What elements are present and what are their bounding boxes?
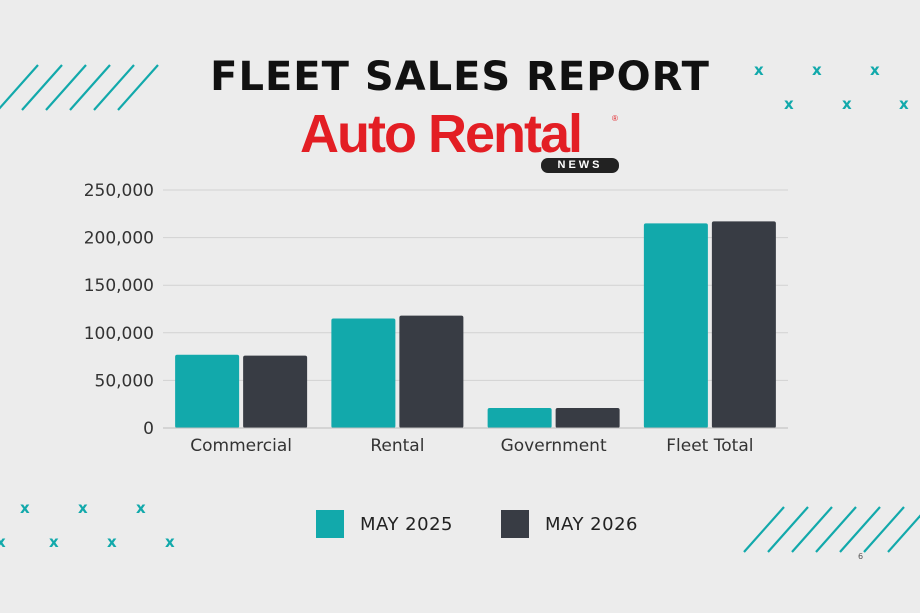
x-mark-decoration: x bbox=[0, 533, 6, 551]
legend-swatch bbox=[501, 510, 529, 538]
legend-swatch bbox=[316, 510, 344, 538]
bar-rental-series-2 bbox=[399, 315, 464, 428]
legend-item-may-2026: MAY 2026 bbox=[501, 508, 638, 540]
stripe-line bbox=[887, 514, 920, 553]
stripe-line bbox=[69, 64, 111, 111]
stripe-line bbox=[839, 506, 881, 553]
bar-commercial-series-1 bbox=[175, 354, 240, 428]
stripe-line bbox=[815, 506, 857, 553]
bar-rental-series-1 bbox=[331, 318, 396, 428]
x-mark-decoration: x bbox=[870, 61, 880, 79]
x-mark-decoration: x bbox=[20, 499, 30, 517]
y-tick-label: 100,000 bbox=[84, 324, 154, 344]
logo-wordmark: Auto Rental bbox=[300, 104, 583, 164]
bar-fleet-total-series-2 bbox=[711, 221, 776, 428]
auto-rental-news-logo: Auto Rental ® NEWS bbox=[300, 106, 622, 176]
logo-news-badge: NEWS bbox=[541, 158, 619, 173]
x-mark-decoration: x bbox=[812, 61, 822, 79]
x-mark-decoration: x bbox=[78, 499, 88, 517]
x-tick-label: Fleet Total bbox=[666, 436, 753, 456]
x-mark-decoration: x bbox=[165, 533, 175, 551]
x-mark-decoration: x bbox=[899, 95, 909, 113]
x-mark-decoration: x bbox=[136, 499, 146, 517]
stripe-line bbox=[863, 506, 905, 553]
stripe-line bbox=[743, 506, 785, 553]
bar-government-series-2 bbox=[555, 408, 620, 428]
logo-trademark: ® bbox=[612, 114, 618, 123]
stripe-line bbox=[0, 64, 39, 110]
x-tick-label: Rental bbox=[370, 436, 424, 456]
x-mark-decoration: x bbox=[754, 61, 764, 79]
stripe-line bbox=[45, 64, 87, 111]
stripes-bottom-right-decoration bbox=[743, 506, 920, 553]
bar-fleet-total-series-1 bbox=[643, 223, 708, 428]
y-tick-label: 200,000 bbox=[84, 229, 154, 249]
stripe-line bbox=[767, 506, 809, 553]
legend-label: MAY 2026 bbox=[545, 513, 638, 535]
report-title: FLEET SALES REPORT bbox=[210, 54, 710, 100]
x-tick-label: Commercial bbox=[190, 436, 292, 456]
stripe-line bbox=[93, 64, 135, 111]
x-mark-decoration: x bbox=[49, 533, 59, 551]
stripes-top-left-decoration bbox=[0, 64, 159, 111]
bar-government-series-1 bbox=[487, 408, 552, 428]
legend-label: MAY 2025 bbox=[360, 513, 453, 535]
stripe-line bbox=[791, 506, 833, 553]
stripe-line bbox=[117, 64, 159, 111]
x-tick-label: Government bbox=[501, 436, 607, 456]
y-tick-label: 250,000 bbox=[84, 181, 154, 201]
y-tick-label: 50,000 bbox=[95, 371, 154, 391]
page-number: 6 bbox=[858, 552, 864, 561]
x-mark-decoration: x bbox=[107, 533, 117, 551]
bar-commercial-series-2 bbox=[243, 355, 308, 428]
legend-item-may-2025: MAY 2025 bbox=[316, 508, 453, 540]
x-mark-decoration: x bbox=[784, 95, 794, 113]
y-tick-label: 0 bbox=[143, 419, 154, 439]
y-tick-label: 150,000 bbox=[84, 276, 154, 296]
x-mark-decoration: x bbox=[842, 95, 852, 113]
stripe-line bbox=[21, 64, 63, 111]
